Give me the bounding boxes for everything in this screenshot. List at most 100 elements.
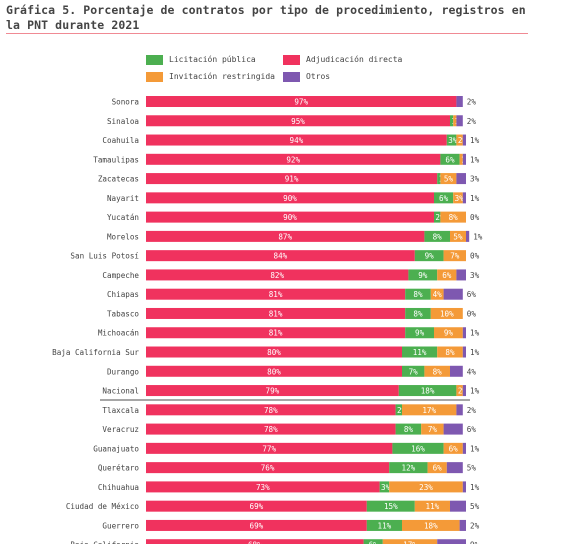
value-label-adjudicacion-yucatan: 90%	[283, 213, 297, 222]
value-label-adjudicacion-ciudad-de-mexico: 69%	[250, 502, 264, 511]
value-label-adjudicacion-tabasco: 81%	[269, 309, 283, 318]
value-label-otros-yucatan: 0%	[470, 213, 480, 222]
bar-licitacion-queretaro	[389, 462, 428, 474]
category-label-tamaulipas: Tamaulipas	[93, 155, 139, 164]
bar-licitacion-tamaulipas	[440, 153, 460, 165]
bar-licitacion-tabasco	[405, 307, 431, 319]
value-label-otros-tabasco: 0%	[467, 309, 477, 318]
value-label-adjudicacion-baja-california: 68%	[248, 541, 262, 544]
value-label-otros-san-luis-potosi: 0%	[470, 252, 480, 261]
value-label-adjudicacion-sonora: 97%	[294, 98, 308, 107]
value-label-otros-tlaxcala: 2%	[467, 406, 477, 415]
bar-adjudicacion-yucatan	[146, 211, 434, 223]
value-label-invitacion-chihuahua: 23%	[419, 483, 433, 492]
bar-adjudicacion-zacatecas	[146, 173, 438, 185]
value-label-invitacion-baja-california-sur: 8%	[445, 348, 455, 357]
value-label-invitacion-nacional: 2%	[458, 387, 468, 396]
category-label-chihuahua: Chihuahua	[98, 483, 139, 492]
value-label-invitacion-queretaro: 6%	[433, 464, 443, 473]
bar-licitacion-guanajuato	[392, 442, 444, 454]
value-label-adjudicacion-guerrero: 69%	[250, 521, 264, 530]
bar-adjudicacion-nacional	[146, 385, 399, 397]
value-label-invitacion-michoacan: 9%	[444, 329, 454, 338]
bar-adjudicacion-nayarit	[146, 192, 434, 204]
value-label-licitacion-yucatan: 2%	[435, 213, 445, 222]
value-label-adjudicacion-coahuila: 94%	[290, 136, 304, 145]
bar-licitacion-veracruz	[395, 423, 422, 435]
value-label-otros-queretaro: 5%	[467, 464, 477, 473]
bar-otros-sinaloa	[456, 115, 463, 127]
value-label-licitacion-baja-california-sur: 11%	[413, 348, 427, 357]
bar-invitacion-veracruz	[421, 423, 444, 435]
value-label-otros-tamaulipas: 1%	[470, 155, 480, 164]
category-label-nayarit: Nayarit	[107, 194, 139, 203]
value-label-adjudicacion-guanajuato: 77%	[262, 444, 276, 453]
category-label-tlaxcala: Tlaxcala	[102, 406, 139, 415]
value-label-otros-durango: 4%	[467, 367, 477, 376]
legend-label-otros: Otros	[306, 72, 331, 81]
value-label-invitacion-veracruz: 7%	[428, 425, 438, 434]
value-label-invitacion-ciudad-de-mexico: 11%	[426, 502, 440, 511]
bar-invitacion-coahuila	[456, 134, 463, 146]
value-label-licitacion-tamaulipas: 6%	[445, 155, 455, 164]
bar-licitacion-nacional	[398, 385, 457, 397]
value-label-otros-guanajuato: 1%	[470, 444, 480, 453]
bar-otros-nacional	[462, 385, 466, 397]
bar-adjudicacion-queretaro	[146, 462, 390, 474]
bar-adjudicacion-tamaulipas	[146, 153, 441, 165]
legend-swatch-otros	[283, 71, 300, 82]
bar-licitacion-zacatecas	[437, 173, 441, 185]
bar-invitacion-zacatecas	[440, 173, 457, 185]
legend-item-invitacion: Invitación restringida	[146, 71, 275, 83]
value-label-adjudicacion-san-luis-potosi: 84%	[274, 252, 288, 261]
bar-invitacion-nayarit	[453, 192, 463, 204]
bar-otros-morelos	[466, 230, 470, 242]
value-label-licitacion-tabasco: 8%	[413, 309, 423, 318]
value-label-adjudicacion-chihuahua: 73%	[256, 483, 270, 492]
category-label-guanajuato: Guanajuato	[93, 444, 139, 453]
legend-label-invitacion: Invitación restringida	[169, 72, 275, 81]
category-label-chiapas: Chiapas	[107, 290, 139, 299]
value-label-otros-sinaloa: 2%	[467, 117, 477, 126]
value-label-otros-ciudad-de-mexico: 5%	[470, 502, 480, 511]
bar-otros-chihuahua	[462, 481, 466, 493]
value-label-otros-campeche: 3%	[470, 271, 480, 280]
bar-adjudicacion-guanajuato	[146, 442, 393, 454]
category-label-ciudad-de-mexico: Ciudad de México	[66, 502, 140, 511]
category-label-baja-california-sur: Baja California Sur	[52, 348, 139, 357]
bar-invitacion-chiapas	[430, 288, 444, 300]
value-label-adjudicacion-baja-california-sur: 80%	[267, 348, 281, 357]
value-label-otros-baja-california-sur: 1%	[470, 348, 480, 357]
category-label-san-luis-potosi: San Luis Potosí	[70, 252, 139, 261]
bar-otros-guanajuato	[462, 442, 466, 454]
value-label-licitacion-morelos: 8%	[433, 232, 443, 241]
bar-otros-zacatecas	[456, 173, 466, 185]
bar-licitacion-sinaloa	[450, 115, 454, 127]
bar-invitacion-campeche	[437, 269, 457, 281]
bar-adjudicacion-tabasco	[146, 307, 406, 319]
bar-invitacion-tamaulipas	[459, 153, 463, 165]
value-label-invitacion-coahuila: 2%	[458, 136, 468, 145]
value-label-otros-coahuila: 1%	[470, 136, 480, 145]
bar-licitacion-campeche	[408, 269, 438, 281]
bar-licitacion-durango	[402, 365, 425, 377]
bar-invitacion-yucatan	[440, 211, 466, 223]
value-label-licitacion-chiapas: 8%	[413, 290, 423, 299]
bar-licitacion-nayarit	[434, 192, 454, 204]
value-label-adjudicacion-zacatecas: 91%	[285, 175, 299, 184]
value-label-adjudicacion-nacional: 79%	[266, 387, 280, 396]
bar-licitacion-michoacan	[405, 327, 434, 339]
bar-adjudicacion-michoacan	[146, 327, 406, 339]
category-label-sinaloa: Sinaloa	[107, 117, 139, 126]
category-label-veracruz: Veracruz	[102, 425, 139, 434]
bar-invitacion-ciudad-de-mexico	[414, 500, 450, 512]
legend-swatch-invitacion	[146, 71, 163, 82]
bar-otros-queretaro	[446, 462, 463, 474]
value-label-otros-zacatecas: 3%	[470, 175, 480, 184]
bar-invitacion-sinaloa	[453, 115, 457, 127]
value-label-adjudicacion-veracruz: 78%	[264, 425, 278, 434]
category-label-yucatan: Yucatán	[107, 213, 139, 222]
category-label-durango: Durango	[107, 367, 139, 376]
legend-item-licitacion: Licitación pública	[146, 54, 256, 66]
